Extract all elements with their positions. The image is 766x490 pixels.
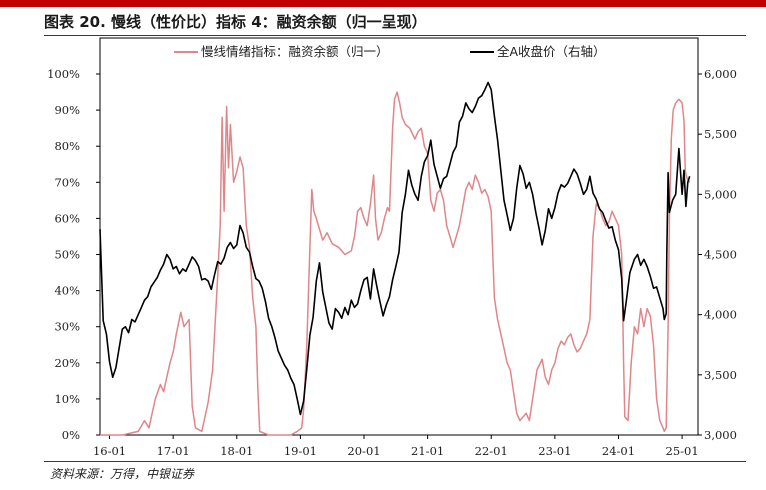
right-tick-label: 5,000: [704, 187, 737, 201]
x-tick-label: 24-01: [602, 444, 635, 458]
right-tick-label: 4,500: [704, 248, 737, 262]
left-tick-label: 60%: [54, 211, 80, 225]
right-tick-label: 5,500: [704, 127, 737, 141]
x-tick-label: 25-01: [666, 444, 699, 458]
left-tick-label: 80%: [54, 139, 80, 153]
legend-label-margin-balance: 慢线情绪指标：融资余额（归一）: [201, 44, 389, 59]
left-tick-label: 20%: [54, 356, 80, 370]
right-tick-label: 6,000: [704, 67, 737, 81]
source-divider: [44, 461, 746, 462]
x-axis: 16-01 17-01 18-01 19-01 20-01 21-01 22-01 23-01…: [93, 435, 699, 458]
left-tick-label: 40%: [54, 284, 80, 298]
x-tick-label: 17-01: [157, 444, 190, 458]
left-tick-label: 50%: [54, 248, 80, 262]
left-tick-label: 100%: [47, 67, 80, 81]
left-tick-label: 10%: [54, 392, 80, 406]
series-line-index: [99, 81, 691, 416]
x-tick-label: 22-01: [475, 444, 508, 458]
series-lines: [99, 81, 691, 436]
top-accent-bar: [0, 0, 766, 7]
left-tick-label: 70%: [54, 175, 80, 189]
series-line-margin-balance: [100, 91, 691, 436]
source-note: 资料来源：万得，中银证券: [50, 467, 195, 481]
left-tick-label: 90%: [54, 103, 80, 117]
x-tick-label: 19-01: [284, 444, 317, 458]
x-tick-label: 23-01: [538, 444, 571, 458]
right-tick-label: 3,000: [704, 428, 737, 442]
x-tick-label: 21-01: [411, 444, 444, 458]
chart-title: 图表 20. 慢线（性价比）指标 4：融资余额（归一呈现）: [44, 13, 427, 31]
left-y-axis: 0% 10% 20% 30% 40% 50% 60% 70% 80% 90% 100%: [47, 67, 100, 442]
right-y-axis: 3,000 3,500 4,000 4,500 5,000 5,500 6,000: [698, 67, 737, 442]
title-divider: [44, 35, 746, 36]
right-tick-label: 4,000: [704, 308, 737, 322]
x-tick-label: 20-01: [347, 444, 380, 458]
left-tick-label: 30%: [54, 320, 80, 334]
legend: 慢线情绪指标：融资余额（归一） 全A收盘价（右轴）: [174, 44, 606, 59]
legend-label-index: 全A收盘价（右轴）: [497, 44, 606, 59]
x-tick-label: 18-01: [220, 444, 253, 458]
right-tick-label: 3,500: [704, 368, 737, 382]
x-tick-label: 16-01: [93, 444, 126, 458]
left-tick-label: 0%: [62, 428, 80, 442]
